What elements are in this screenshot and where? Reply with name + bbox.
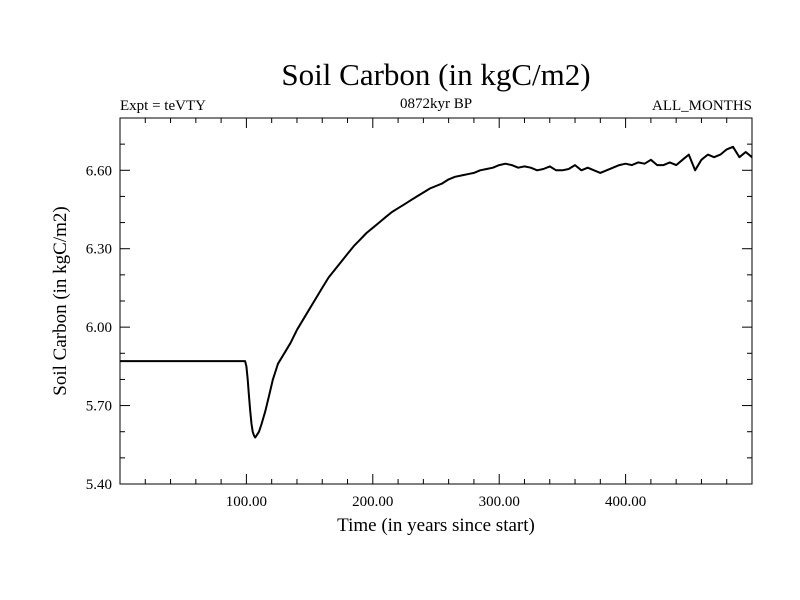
chart-title: Soil Carbon (in kgC/m2) [281,57,590,92]
y-tick-label: 5.40 [86,477,112,493]
months-label: ALL_MONTHS [652,98,752,114]
y-tick-label: 6.30 [86,242,112,258]
x-tick-label: 200.00 [352,494,393,510]
experiment-label: Expt = teVTY [120,98,206,114]
x-tick-label: 300.00 [479,494,520,510]
y-axis-ticks: 5.40 5.70 6.00 6.30 6.60 [86,143,752,493]
y-axis-label: Soil Carbon (in kgC/m2) [50,206,71,395]
plot-frame [119,117,753,485]
x-tick-label: 100.00 [226,494,267,510]
x-tick-label: 400.00 [605,494,646,510]
soil-carbon-series-line [120,145,753,439]
y-tick-label: 6.00 [86,320,112,336]
y-tick-label: 6.60 [86,163,112,179]
period-label: 0872kyr BP [400,96,472,112]
x-axis-label: Time (in years since start) [337,515,535,536]
x-axis-ticks: 100.00 200.00 300.00 400.00 [144,118,728,510]
y-tick-label: 5.70 [86,399,112,415]
